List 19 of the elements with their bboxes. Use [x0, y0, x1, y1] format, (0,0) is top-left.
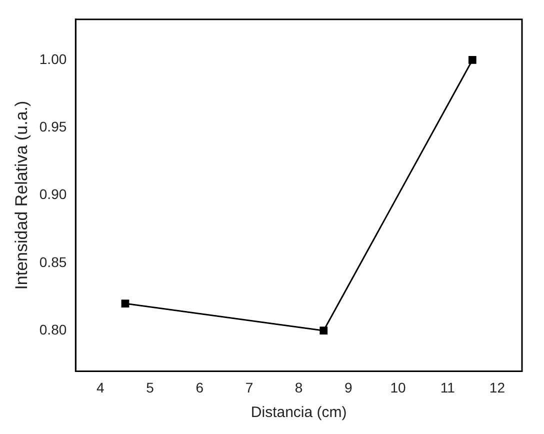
x-axis-title: Distancia (cm): [250, 404, 347, 422]
y-tick-label: 0.90: [39, 186, 67, 202]
y-tick-label: 0.80: [39, 321, 67, 338]
x-tick-label: 7: [245, 379, 254, 396]
x-tick-label: 12: [489, 379, 506, 396]
x-tick-label: 6: [196, 379, 204, 396]
y-tick-label: 0.95: [39, 118, 67, 135]
point: [121, 300, 130, 308]
x-tick-label: 11: [440, 379, 456, 396]
x-tick-label: 5: [146, 379, 154, 396]
y-axis-title: Intensidad Relativa (u.a.): [12, 100, 31, 290]
point: [320, 326, 328, 335]
x-tick-label: 10: [390, 379, 406, 396]
x-tick-label: 4: [96, 379, 105, 396]
x-tick-label: 9: [344, 379, 353, 396]
point: [468, 56, 476, 64]
x-tick-label: 8: [294, 379, 303, 396]
y-tick-label: 1.00: [39, 50, 67, 67]
y-tick-label: 0.85: [39, 254, 67, 270]
